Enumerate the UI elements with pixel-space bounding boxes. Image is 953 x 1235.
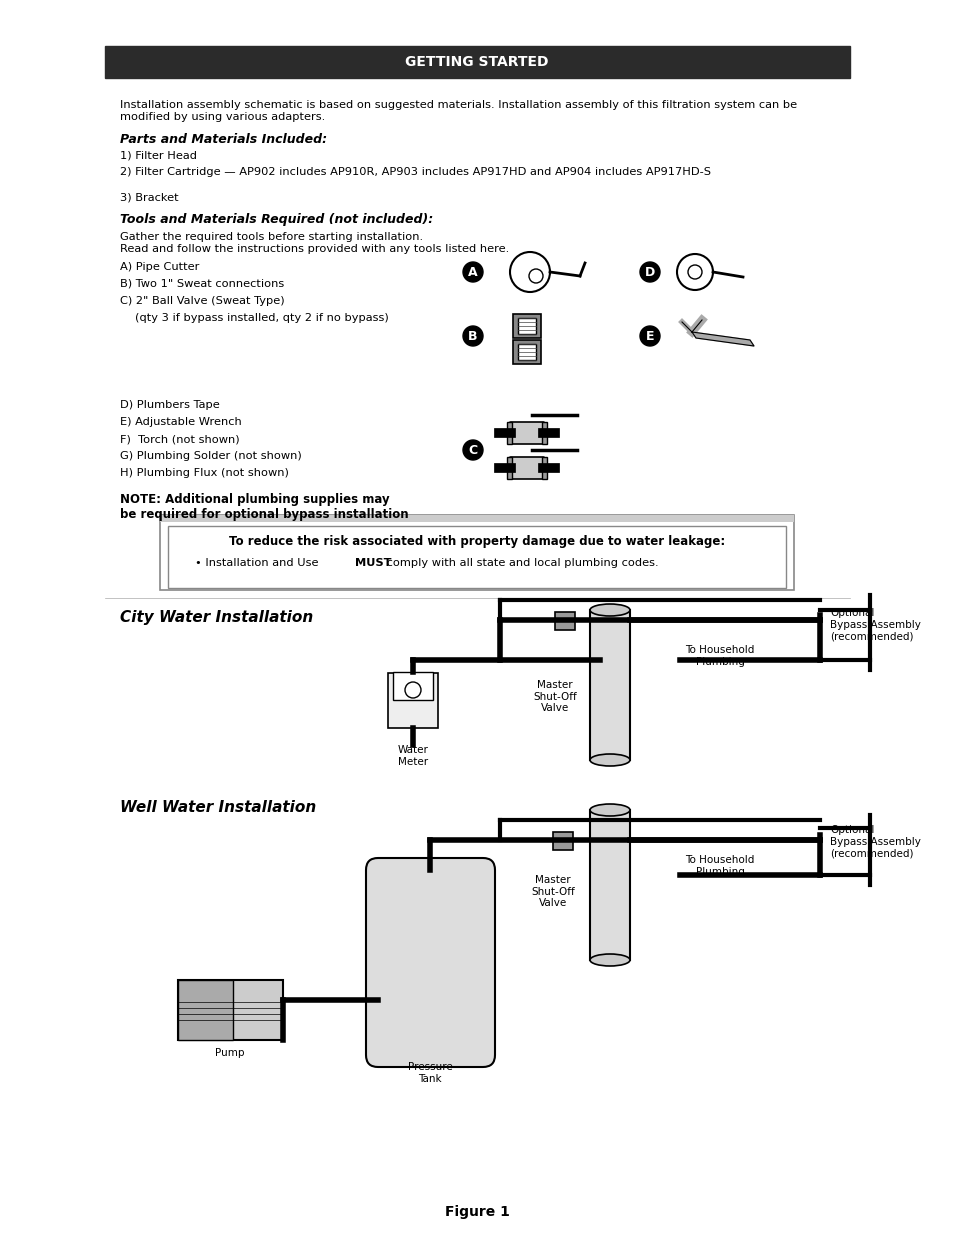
Ellipse shape — [589, 953, 629, 966]
Ellipse shape — [589, 804, 629, 816]
Text: comply with all state and local plumbing codes.: comply with all state and local plumbing… — [382, 558, 658, 568]
Circle shape — [462, 440, 482, 459]
Text: B: B — [468, 330, 477, 342]
Text: A) Pipe Cutter: A) Pipe Cutter — [120, 262, 199, 272]
Circle shape — [462, 262, 482, 282]
Text: • Installation and Use: • Installation and Use — [194, 558, 322, 568]
Bar — [160, 515, 793, 522]
Bar — [506, 422, 512, 445]
Text: GETTING STARTED: GETTING STARTED — [405, 56, 548, 69]
Bar — [553, 832, 573, 850]
Bar — [513, 314, 540, 338]
Text: Tools and Materials Required (not included):: Tools and Materials Required (not includ… — [120, 212, 433, 226]
Bar — [589, 810, 629, 960]
Text: MUST: MUST — [355, 558, 391, 568]
Ellipse shape — [589, 755, 629, 766]
FancyBboxPatch shape — [509, 422, 544, 445]
Text: G) Plumbing Solder (not shown): G) Plumbing Solder (not shown) — [120, 451, 301, 461]
Bar — [517, 317, 536, 333]
FancyBboxPatch shape — [509, 457, 544, 479]
Text: E) Adjustable Wrench: E) Adjustable Wrench — [120, 417, 241, 427]
Text: Parts and Materials Included:: Parts and Materials Included: — [120, 133, 327, 146]
FancyBboxPatch shape — [366, 858, 495, 1067]
Bar — [513, 340, 540, 364]
Bar — [555, 613, 575, 630]
Bar — [506, 457, 512, 479]
Bar — [388, 673, 437, 727]
Ellipse shape — [589, 604, 629, 616]
Text: To Household
Plumbing: To Household Plumbing — [684, 855, 754, 877]
Text: Optional
Bypass Assembly
(recommended): Optional Bypass Assembly (recommended) — [829, 825, 920, 858]
Text: Figure 1: Figure 1 — [444, 1205, 509, 1219]
Text: Master
Shut-Off
Valve: Master Shut-Off Valve — [533, 680, 577, 713]
Text: Master
Shut-Off
Valve: Master Shut-Off Valve — [531, 876, 575, 908]
Text: B) Two 1" Sweat connections: B) Two 1" Sweat connections — [120, 279, 284, 289]
Bar — [517, 345, 536, 359]
Text: C: C — [468, 443, 477, 457]
Text: To Household
Plumbing: To Household Plumbing — [684, 645, 754, 667]
Polygon shape — [691, 332, 753, 346]
Text: 1) Filter Head: 1) Filter Head — [120, 149, 196, 161]
Text: Installation assembly schematic is based on suggested materials. Installation as: Installation assembly schematic is based… — [120, 100, 797, 121]
Bar — [589, 610, 629, 760]
Bar — [541, 422, 546, 445]
Text: Well Water Installation: Well Water Installation — [120, 800, 315, 815]
Bar — [178, 981, 283, 1040]
Text: Water
Meter: Water Meter — [397, 745, 428, 767]
Circle shape — [639, 262, 659, 282]
Bar — [178, 981, 233, 1040]
Text: City Water Installation: City Water Installation — [120, 610, 313, 625]
Text: (qty 3 if bypass installed, qty 2 if no bypass): (qty 3 if bypass installed, qty 2 if no … — [135, 312, 388, 324]
Circle shape — [639, 326, 659, 346]
Bar — [160, 515, 793, 590]
Text: 2) Filter Cartridge — AP902 includes AP910R, AP903 includes AP917HD and AP904 in: 2) Filter Cartridge — AP902 includes AP9… — [120, 167, 710, 177]
Text: D: D — [644, 266, 655, 279]
Text: E: E — [645, 330, 654, 342]
Bar — [541, 457, 546, 479]
Text: C) 2" Ball Valve (Sweat Type): C) 2" Ball Valve (Sweat Type) — [120, 296, 284, 306]
Bar — [168, 526, 785, 588]
Text: NOTE: Additional plumbing supplies may
be required for optional bypass installat: NOTE: Additional plumbing supplies may b… — [120, 493, 408, 521]
Text: D) Plumbers Tape: D) Plumbers Tape — [120, 400, 219, 410]
Text: Pump: Pump — [215, 1049, 245, 1058]
Bar — [393, 672, 433, 700]
Text: A: A — [468, 266, 477, 279]
Text: H) Plumbing Flux (not shown): H) Plumbing Flux (not shown) — [120, 468, 289, 478]
Text: F)  Torch (not shown): F) Torch (not shown) — [120, 433, 239, 445]
Circle shape — [462, 326, 482, 346]
Text: To reduce the risk associated with property damage due to water leakage:: To reduce the risk associated with prope… — [229, 535, 724, 548]
Text: Gather the required tools before starting installation.
Read and follow the inst: Gather the required tools before startin… — [120, 232, 509, 253]
Text: 3) Bracket: 3) Bracket — [120, 191, 178, 203]
Text: Optional
Bypass Assembly
(recommended): Optional Bypass Assembly (recommended) — [829, 608, 920, 641]
Text: Pressure
Tank: Pressure Tank — [407, 1062, 452, 1083]
Bar — [105, 46, 849, 78]
